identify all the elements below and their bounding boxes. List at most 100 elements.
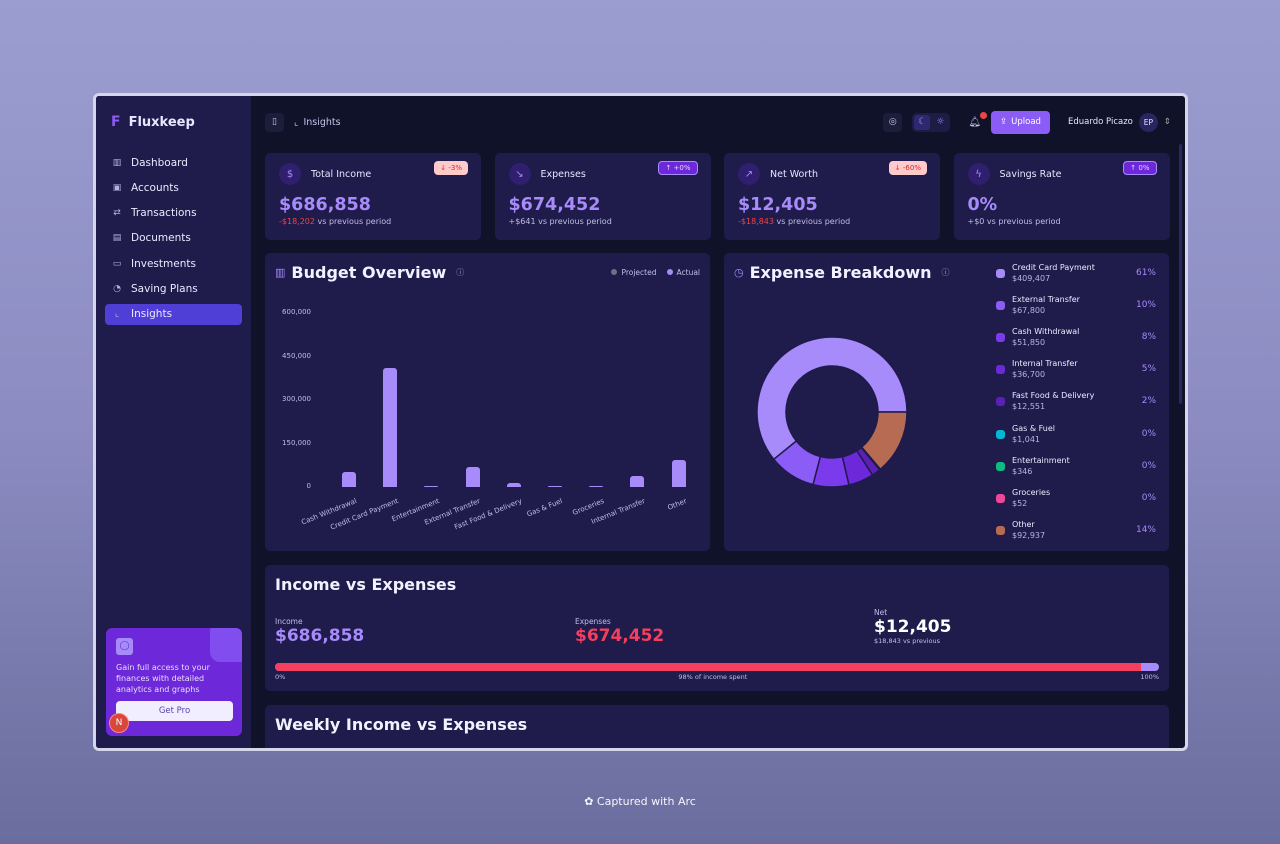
stat-title: Net Worth: [770, 168, 818, 180]
piggy-icon: ◔: [113, 283, 121, 294]
sidebar-item-insights[interactable]: ⌞ Insights: [105, 303, 242, 325]
item-percent: 0%: [1141, 428, 1156, 439]
income-value: $686,858: [275, 626, 365, 646]
moon-icon[interactable]: ☾: [914, 114, 931, 130]
sidebar-item-label: Insights: [131, 308, 173, 321]
breakdown-item[interactable]: External Transfer $67,800 10%: [996, 295, 1156, 323]
get-pro-button[interactable]: Get Pro: [116, 701, 233, 721]
breakdown-item[interactable]: Cash Withdrawal $51,850 8%: [996, 327, 1156, 355]
stat-value: $674,452: [508, 195, 601, 215]
breakdown-item[interactable]: Internal Transfer $36,700 5%: [996, 359, 1156, 387]
progress-caption: 98% of income spent: [678, 673, 748, 681]
bar-internal-transfer[interactable]: [630, 476, 645, 487]
income-vs-expenses-card: Income vs Expenses Income $686,858 Expens…: [265, 565, 1169, 691]
bar-groceries[interactable]: [589, 486, 604, 487]
breakdown-item[interactable]: Credit Card Payment $409,407 61%: [996, 263, 1156, 291]
item-amount: $36,700: [1012, 370, 1046, 380]
y-tick: 0: [306, 482, 311, 490]
decorative-circle: [210, 628, 242, 662]
bar-cash-withdrawal[interactable]: [342, 471, 356, 487]
wallet-icon: ▣: [112, 182, 122, 193]
item-amount: $1,041: [1012, 434, 1040, 444]
spent-fill: [275, 663, 1142, 671]
sidebar-item-label: Dashboard: [131, 156, 188, 169]
breakdown-item[interactable]: Other $92,937 14%: [996, 520, 1156, 548]
breakdown-item[interactable]: Fast Food & Delivery $12,551 2%: [996, 391, 1156, 419]
scrollbar[interactable]: [1179, 144, 1182, 404]
color-swatch: [996, 525, 1005, 535]
sidebar-item-accounts[interactable]: ▣ Accounts: [105, 177, 242, 198]
breakdown-item[interactable]: Gas & Fuel $1,041 0%: [996, 424, 1156, 452]
stat-card: ↗ Net Worth ↓ -60% $12,405 -$18,843 vs pr…: [724, 153, 940, 240]
change-badge: ↓ -3%: [434, 161, 468, 175]
stat-change: -$18,202: [279, 217, 315, 226]
bar-external-transfer[interactable]: [465, 467, 480, 487]
stat-title: Total Income: [311, 168, 372, 180]
bar-chart-icon: ▥: [275, 266, 286, 279]
logo[interactable]: F Fluxkeep: [111, 114, 242, 130]
color-swatch: [996, 269, 1005, 278]
bar-credit-card-payment[interactable]: [383, 368, 398, 487]
user-menu[interactable]: Eduardo Picazo EP ⇕: [1068, 112, 1171, 132]
help-icon[interactable]: ⓘ: [941, 268, 950, 277]
sidebar-item-label: Investments: [131, 257, 196, 270]
sidebar-item-label: Saving Plans: [131, 282, 198, 295]
arc-caption: ✿ Captured with Arc: [0, 795, 1280, 808]
stat-suffix: vs previous period: [535, 217, 612, 226]
bar-other[interactable]: [671, 460, 686, 487]
sidebar-toggle-icon[interactable]: ▯: [265, 112, 284, 132]
palette-icon[interactable]: ◎: [883, 112, 903, 132]
item-amount: $92,937: [1012, 530, 1046, 540]
progress-start: 0%: [275, 673, 286, 681]
theme-toggle: ☾ ☼: [912, 112, 951, 132]
sidebar-item-saving-plans[interactable]: ◔ Saving Plans: [105, 278, 242, 299]
trending-up-icon: ↗: [738, 163, 760, 185]
stat-value: $686,858: [279, 195, 371, 215]
item-name: Entertainment: [1012, 455, 1070, 465]
sidebar-item-label: Documents: [131, 232, 191, 245]
item-percent: 14%: [1135, 524, 1156, 535]
user-name: Eduardo Picazo: [1068, 117, 1133, 127]
help-icon[interactable]: ⓘ: [456, 268, 465, 277]
sidebar-item-documents[interactable]: ▤ Documents: [105, 228, 242, 249]
sidebar-item-transactions[interactable]: ⇄ Transactions: [105, 203, 242, 224]
legend-projected[interactable]: Projected: [611, 268, 657, 277]
y-tick: 150,000: [282, 438, 311, 447]
donut-slice-credit-card-payment[interactable]: [757, 336, 908, 461]
sidebar-item-dashboard[interactable]: ▥ Dashboard: [105, 152, 242, 173]
stat-suffix: vs previous period: [773, 217, 851, 226]
bar-gas-fuel[interactable]: [548, 486, 562, 487]
sun-icon[interactable]: ☼: [936, 117, 945, 127]
item-amount: $52: [1012, 498, 1028, 508]
next-dev-badge[interactable]: N: [109, 713, 129, 733]
item-percent: 0%: [1141, 492, 1156, 503]
net-label: Net: [874, 608, 888, 617]
bell-icon[interactable]: 🔔︎: [968, 111, 988, 128]
change-badge: ↑ 0%: [1123, 161, 1157, 175]
stat-card: ↘ Expenses ↑ +0% $674,452 +$641 vs previo…: [494, 153, 711, 240]
income-label: Income: [275, 617, 303, 626]
item-name: External Transfer: [1012, 295, 1080, 305]
breakdown-item[interactable]: Groceries $52 0%: [996, 488, 1156, 516]
bar-entertainment[interactable]: [424, 486, 439, 487]
progress-end: 100%: [1140, 673, 1159, 681]
shield-icon: ◯: [116, 638, 133, 655]
item-percent: 5%: [1141, 364, 1156, 375]
notification-dot: [980, 111, 988, 119]
app-name: Fluxkeep: [128, 114, 195, 130]
sidebar-item-investments[interactable]: ▭ Investments: [105, 253, 242, 274]
item-amount: $51,850: [1012, 338, 1046, 348]
legend-actual[interactable]: Actual: [666, 268, 700, 277]
stat-value: $12,405: [738, 195, 818, 215]
dollar-icon: $: [279, 163, 301, 185]
breakdown-item[interactable]: Entertainment $346 0%: [996, 456, 1156, 484]
donut-slice-other[interactable]: [860, 411, 908, 471]
item-name: Other: [1012, 519, 1035, 529]
sidebar-item-label: Transactions: [131, 207, 197, 220]
stat-card: $ Total Income ↓ -3% $686,858 -$18,202 vs…: [265, 153, 481, 240]
sidebar-item-label: Accounts: [131, 181, 179, 194]
item-percent: 0%: [1141, 460, 1156, 471]
net-value: $12,405: [874, 617, 952, 637]
upload-button[interactable]: ⇪ Upload: [991, 110, 1051, 134]
bar-fast-food-delivery[interactable]: [506, 483, 521, 487]
